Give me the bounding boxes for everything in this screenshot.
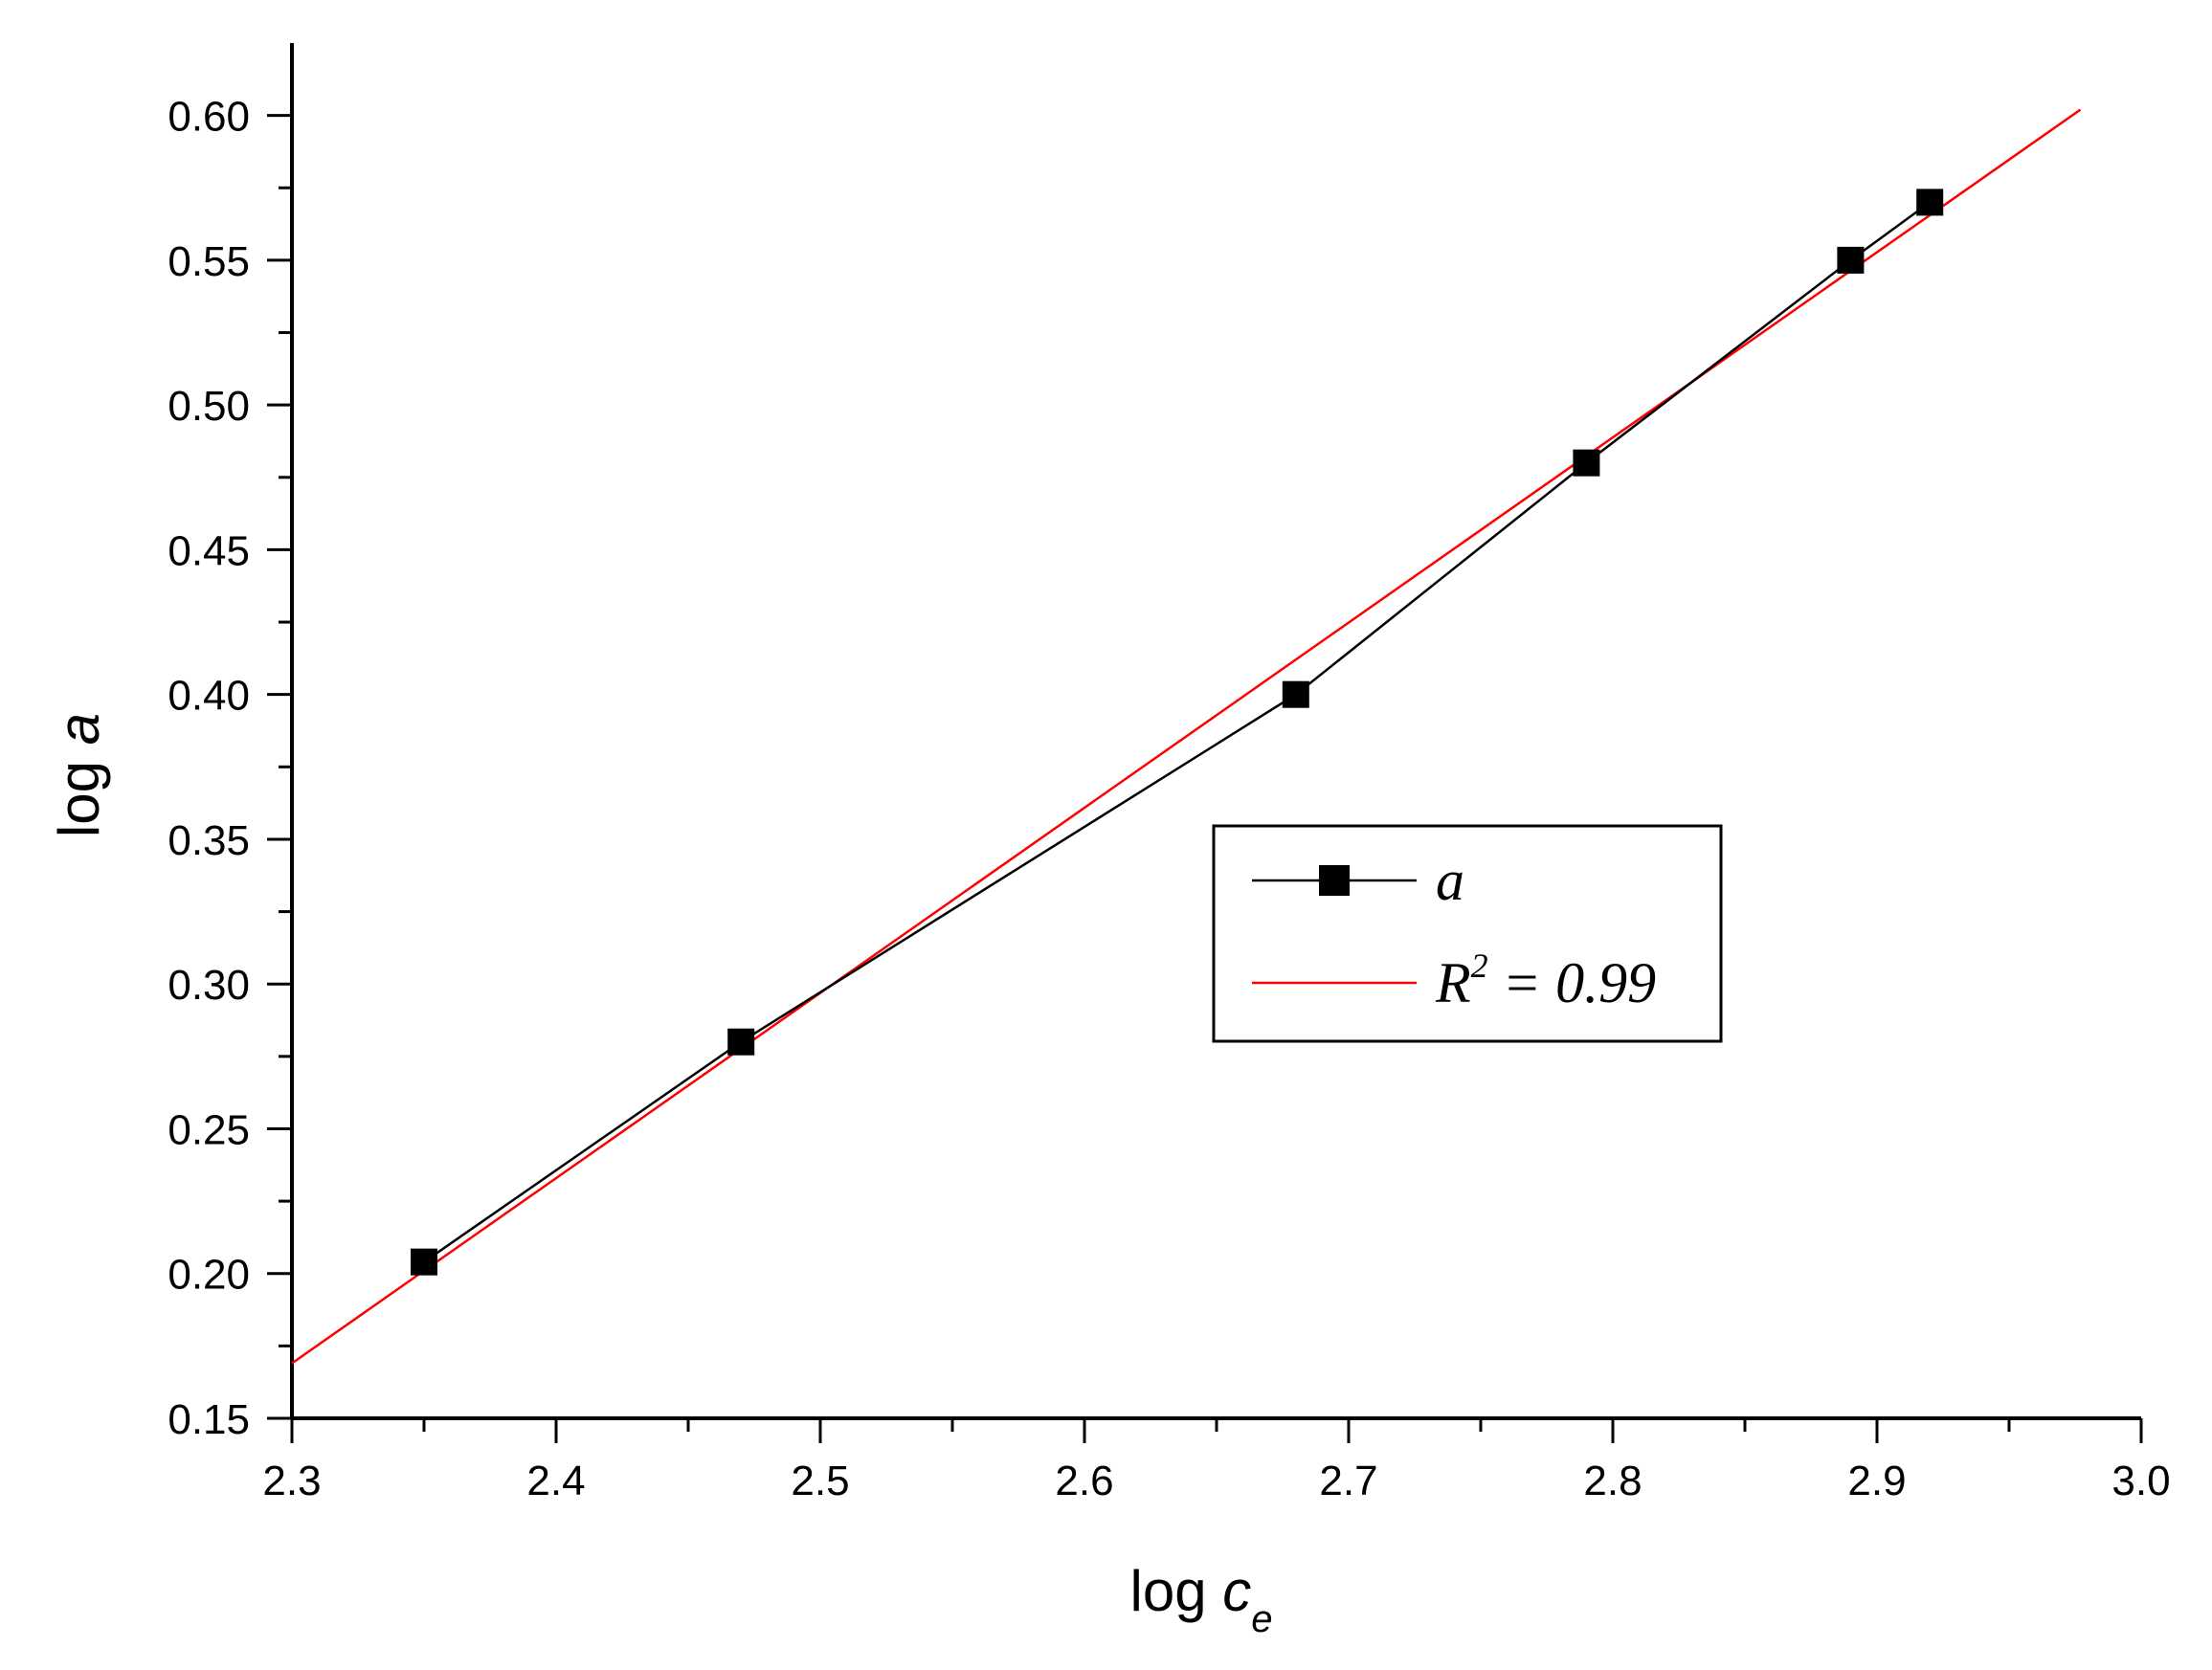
- x-tick-label: 2.9: [1847, 1458, 1906, 1504]
- data-point: [1916, 189, 1944, 216]
- legend-label-fit-rest: = 0.99: [1488, 951, 1657, 1014]
- legend-marker-a: [1319, 865, 1350, 896]
- y-tick-label: 0.55: [168, 238, 250, 285]
- fit-line: [291, 108, 2082, 1365]
- data-point: [1282, 680, 1309, 708]
- y-axis-title-main: log: [47, 745, 111, 837]
- legend-label-fit: R2 = 0.99: [1435, 946, 1656, 1014]
- x-tick-label: 2.8: [1583, 1458, 1642, 1504]
- x-tick-label: 2.7: [1319, 1458, 1377, 1504]
- legend-label-fit-sup: 2: [1471, 946, 1488, 985]
- x-tick-label: 2.4: [526, 1458, 585, 1504]
- y-tick-label: 0.15: [168, 1396, 250, 1443]
- legend-label-a: a: [1436, 849, 1464, 912]
- x-axis-title-main: log: [1130, 1559, 1223, 1623]
- x-tick-label: 2.6: [1055, 1458, 1113, 1504]
- data-point: [411, 1248, 437, 1276]
- y-tick-label: 0.20: [168, 1252, 250, 1299]
- x-axis-title-subscript: e: [1251, 1598, 1272, 1640]
- data-point: [1837, 246, 1865, 274]
- y-tick-label: 0.40: [168, 673, 250, 720]
- y-tick-label: 0.60: [168, 94, 250, 141]
- x-tick-label: 2.3: [262, 1458, 321, 1504]
- data-point: [1573, 449, 1600, 477]
- x-axis-title-italic: c: [1222, 1559, 1251, 1623]
- y-axis-title: log a: [47, 713, 111, 837]
- plot-area: [291, 108, 2082, 1365]
- y-tick-label: 0.45: [168, 527, 250, 574]
- x-tick-label: 3.0: [2111, 1458, 2170, 1504]
- x-tick-label: 2.5: [791, 1458, 849, 1504]
- legend: a R2 = 0.99: [1212, 824, 1723, 1043]
- legend-box: [1212, 824, 1723, 1043]
- y-axis-title-italic: a: [47, 713, 111, 745]
- y-tick-label: 0.25: [168, 1106, 250, 1153]
- y-tick-label: 0.35: [168, 817, 250, 864]
- series-a-line: [423, 201, 1931, 1263]
- axes: 2.3 2.4 2.5 2.6 2.7 2.8 2.9 3.0 0.15 0.20 0.25 0.30…: [168, 43, 2171, 1504]
- data-point: [727, 1028, 755, 1056]
- legend-label-fit-main: R: [1435, 951, 1471, 1014]
- y-tick-label: 0.50: [168, 383, 250, 430]
- x-axis-title: log ce: [1130, 1559, 1273, 1640]
- y-tick-label: 0.30: [168, 962, 250, 1009]
